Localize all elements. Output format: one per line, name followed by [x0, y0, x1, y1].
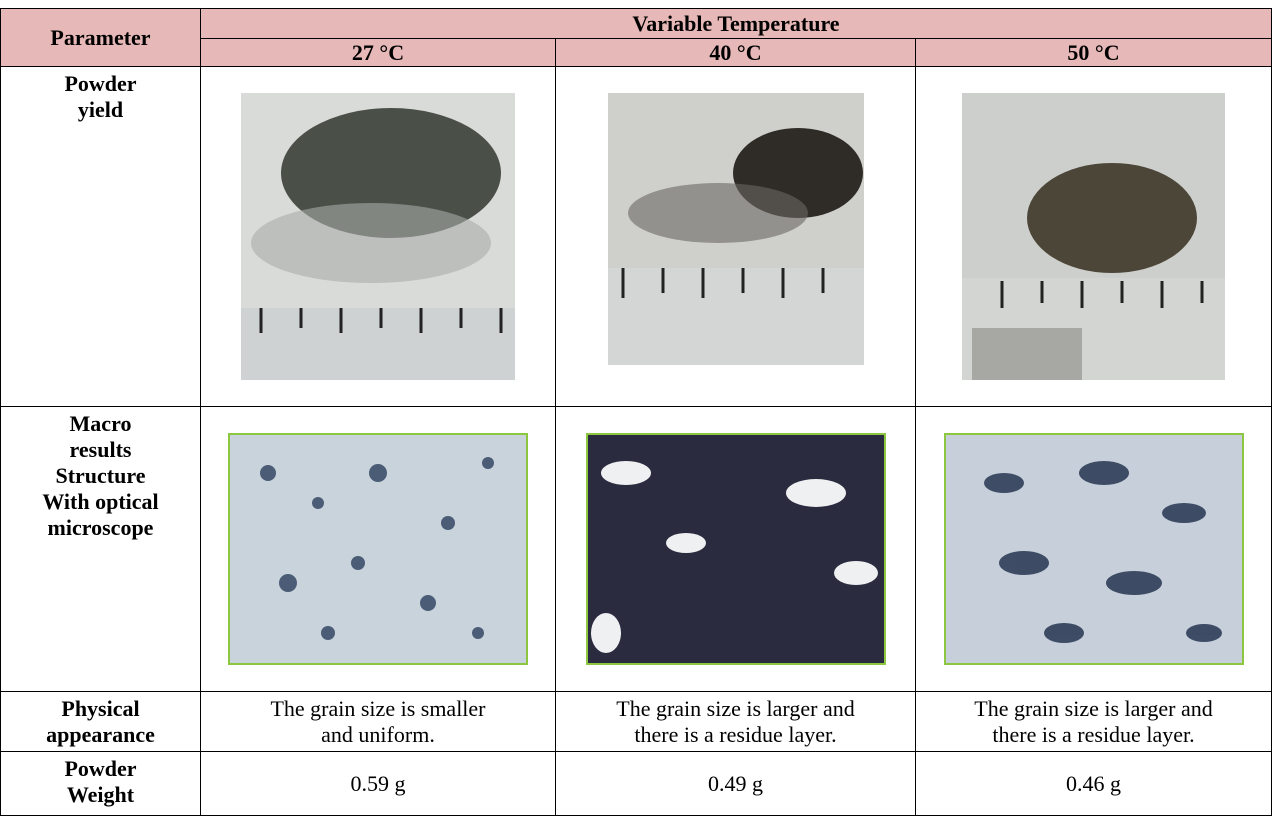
row-label: Powder yield [1, 67, 201, 407]
results-table: Parameter Variable Temperature 27 °C 40 … [0, 8, 1272, 816]
row-label: Macro results Structure With optical mic… [1, 407, 201, 692]
powder-photo [241, 93, 515, 380]
header-parameter: Parameter [1, 9, 201, 67]
header-column: 50 °C [916, 39, 1272, 67]
powder-photo [608, 93, 864, 380]
photo-cell [556, 67, 916, 407]
cell-text: 0.49 g [556, 752, 916, 816]
row-label: Powder Weight [1, 752, 201, 816]
page: {"table": { "header": {"parameter": "Par… [0, 0, 1276, 722]
cell-text: 0.59 g [201, 752, 556, 816]
micrograph [944, 433, 1244, 665]
micro-cell [916, 407, 1272, 692]
header-column: 40 °C [556, 39, 916, 67]
powder-photo [962, 93, 1225, 380]
micro-cell [556, 407, 916, 692]
photo-cell [201, 67, 556, 407]
header-group: Variable Temperature [201, 9, 1272, 39]
micrograph [586, 433, 886, 665]
micro-cell [201, 407, 556, 692]
micrograph [228, 433, 528, 665]
header-column: 27 °C [201, 39, 556, 67]
cell-text: 0.46 g [916, 752, 1272, 816]
photo-cell [916, 67, 1272, 407]
